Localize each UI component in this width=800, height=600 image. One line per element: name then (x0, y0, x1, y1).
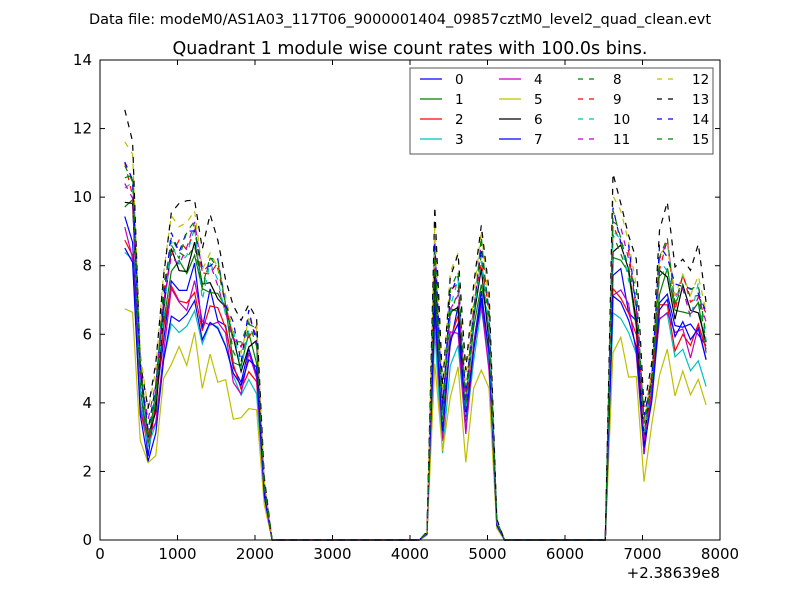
x-tick-label: 7000 (623, 545, 661, 563)
series-line-8 (124, 165, 707, 541)
legend-label-9: 9 (613, 92, 622, 108)
y-tick-label: 6 (82, 325, 92, 343)
legend-label-12: 12 (692, 72, 709, 88)
legend-label-8: 8 (613, 72, 622, 88)
x-tick-label: 1000 (158, 545, 196, 563)
legend-label-13: 13 (692, 92, 709, 108)
legend-label-11: 11 (613, 132, 630, 148)
legend-label-1: 1 (455, 92, 464, 108)
x-tick-label: 0 (95, 545, 105, 563)
series-line-2 (124, 239, 707, 541)
series-line-15 (124, 174, 707, 541)
legend-box (409, 67, 714, 155)
y-tick-label: 2 (82, 462, 92, 480)
series-line-6 (124, 201, 707, 541)
legend-label-5: 5 (534, 92, 543, 108)
series-line-4 (124, 226, 707, 541)
legend-label-14: 14 (692, 112, 709, 128)
x-tick-label: 8000 (701, 545, 739, 563)
chart-title: Quadrant 1 module wise count rates with … (173, 39, 648, 59)
x-offset-label: +2.38639e8 (627, 564, 720, 582)
x-tick-label: 6000 (546, 545, 584, 563)
series-line-12 (124, 141, 707, 541)
series-line-1 (124, 198, 707, 541)
legend-label-15: 15 (692, 132, 709, 148)
data-file-label: Data file: modeM0/AS1A03_117T06_90000014… (89, 12, 711, 28)
series-line-14 (124, 161, 707, 541)
legend-label-7: 7 (534, 132, 543, 148)
series-layer (124, 109, 707, 541)
y-tick-label: 10 (73, 188, 92, 206)
axis-ticks: 0 1000 2000 3000 4000 5000 6000 7000 80000246810… (73, 51, 739, 563)
series-line-5 (124, 308, 707, 541)
y-tick-label: 8 (82, 257, 92, 275)
y-tick-label: 0 (82, 531, 92, 549)
legend-label-3: 3 (455, 132, 464, 148)
legend-label-4: 4 (534, 72, 543, 88)
x-tick-label: 2000 (236, 545, 274, 563)
legend-label-6: 6 (534, 112, 543, 128)
y-tick-label: 4 (82, 394, 92, 412)
y-tick-label: 12 (73, 120, 92, 138)
x-tick-label: 5000 (468, 545, 506, 563)
x-tick-label: 3000 (313, 545, 351, 563)
x-tick-label: 4000 (391, 545, 429, 563)
legend-label-0: 0 (455, 72, 464, 88)
legend-label-2: 2 (455, 112, 464, 128)
y-tick-label: 14 (73, 51, 92, 69)
legend-label-10: 10 (613, 112, 630, 128)
